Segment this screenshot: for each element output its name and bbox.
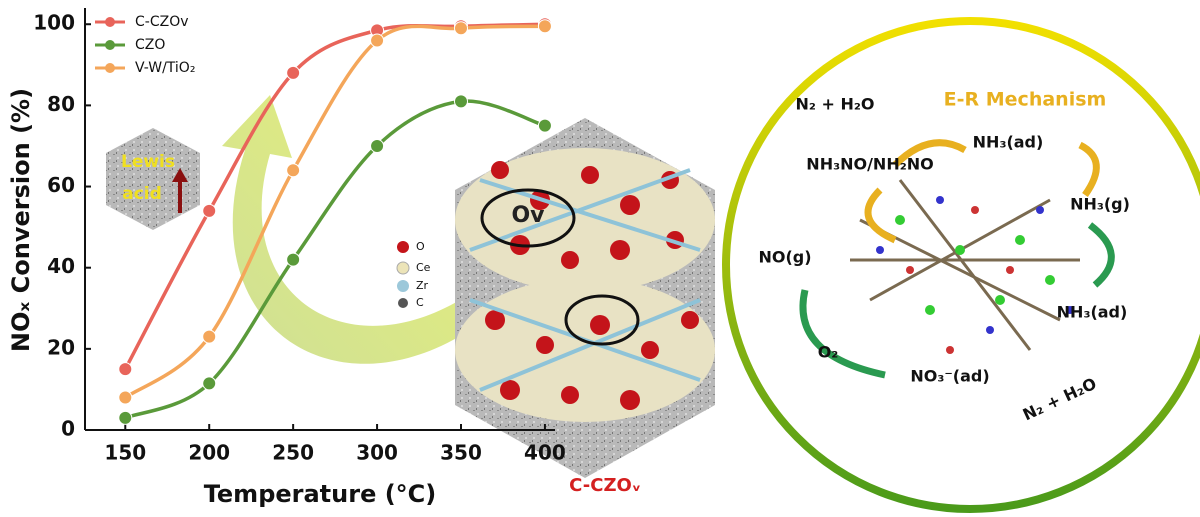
atom-label: O xyxy=(416,240,425,253)
species-label: NH₃(g) xyxy=(1070,195,1130,214)
species-label: O₂ xyxy=(818,343,839,362)
x-tick-label: 200 xyxy=(188,441,230,465)
legend-label: CZO xyxy=(135,37,165,53)
vacancy-label: Ov xyxy=(511,203,545,228)
atom-label: Zr xyxy=(416,279,429,292)
x-tick-label: 150 xyxy=(104,441,146,465)
legend-marker xyxy=(105,40,115,50)
y-tick-label: 20 xyxy=(47,335,75,359)
data-point xyxy=(202,203,217,218)
x-tick-label: 250 xyxy=(272,441,314,465)
data-point xyxy=(454,94,468,109)
x-tick-label: 350 xyxy=(440,441,482,465)
species-label: NH₃(ad) xyxy=(1057,303,1128,322)
data-point xyxy=(537,19,552,34)
material-hexagon: Ov xyxy=(455,118,715,478)
mechanism-title: E-R Mechanism xyxy=(944,89,1107,111)
line-chart: Temperature (°C) NOₓ Conversion (%) 0 20 4… xyxy=(7,8,566,508)
mechanism-panel: E-R Mechanism N₂ + H₂O NH₃NO/NH₂NO NH₃(a… xyxy=(722,17,1200,513)
atom-label: Ce xyxy=(416,261,431,274)
data-point xyxy=(286,163,301,178)
legend-marker xyxy=(105,63,115,73)
lewis-acid-icon: Lewis acid xyxy=(106,128,200,230)
legend-label: C-CZOv xyxy=(135,14,189,30)
species-label: N₂ + H₂O xyxy=(796,95,875,114)
data-point xyxy=(118,410,133,425)
data-point xyxy=(454,21,468,36)
x-tick-label: 300 xyxy=(356,441,398,465)
data-point xyxy=(537,118,552,133)
x-axis-title: Temperature (°C) xyxy=(204,480,437,508)
y-tick-label: 40 xyxy=(47,254,75,278)
data-point xyxy=(202,329,217,344)
data-point xyxy=(370,138,385,153)
lewis-acid-label: Lewis xyxy=(121,152,175,172)
material-label: C-CZOᵥ xyxy=(569,475,641,496)
data-point xyxy=(118,390,133,405)
data-point xyxy=(118,362,133,377)
curved-arrow xyxy=(222,95,470,364)
data-point xyxy=(202,376,217,391)
species-label: NO₃⁻(ad) xyxy=(910,367,989,386)
data-point xyxy=(286,65,301,80)
atom-label: C xyxy=(416,296,424,309)
species-label: NH₃(ad) xyxy=(973,133,1044,152)
y-tick-label: 80 xyxy=(47,92,75,116)
species-label: NO(g) xyxy=(758,248,811,267)
y-tick-label: 60 xyxy=(47,173,75,197)
species-label: NH₃NO/NH₂NO xyxy=(806,155,933,174)
y-tick-label: 100 xyxy=(33,11,75,35)
legend-label: V-W/TiO₂ xyxy=(135,60,195,76)
y-axis-title: NOₓ Conversion (%) xyxy=(7,88,35,352)
atom-legend: O Ce Zr C xyxy=(396,240,431,309)
legend-marker xyxy=(105,17,115,27)
x-tick-label: 400 xyxy=(524,441,566,465)
data-point xyxy=(286,252,301,267)
y-tick-label: 0 xyxy=(61,417,75,441)
lewis-acid-label: acid xyxy=(122,184,162,204)
data-point xyxy=(370,33,385,48)
